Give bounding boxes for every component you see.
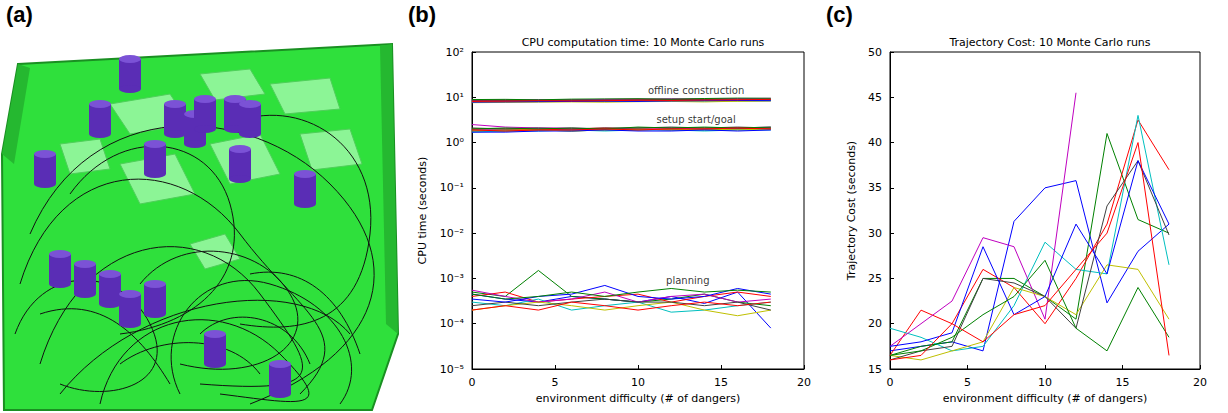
svg-text:30: 30 — [868, 227, 882, 240]
svg-text:40: 40 — [868, 136, 882, 149]
svg-text:15: 15 — [714, 376, 728, 389]
svg-text:5: 5 — [964, 376, 971, 389]
svg-text:environment difficulty (# of d: environment difficulty (# of dangers) — [943, 392, 1148, 405]
svg-text:45: 45 — [868, 91, 882, 104]
html-text:(b): (b) — [408, 2, 437, 27]
svg-text:planning: planning — [666, 275, 709, 286]
svg-text:35: 35 — [868, 181, 882, 194]
svg-text:10: 10 — [1038, 376, 1052, 389]
html-text:(c): (c) — [826, 2, 853, 27]
svg-text:10²: 10² — [446, 46, 464, 59]
svg-text:5: 5 — [552, 376, 559, 389]
svg-text:20: 20 — [1193, 376, 1207, 389]
svg-text:environment difficulty (# of d: environment difficulty (# of dangers) — [536, 392, 741, 405]
svg-text:10⁻⁴: 10⁻⁴ — [440, 317, 465, 330]
svg-text:10⁻²: 10⁻² — [440, 227, 464, 240]
svg-text:10⁰: 10⁰ — [446, 136, 465, 149]
svg-text:15: 15 — [1116, 376, 1130, 389]
svg-text:CPU computation time: 10 Monte: CPU computation time: 10 Monte Carlo run… — [522, 36, 765, 49]
svg-text:10: 10 — [631, 376, 645, 389]
svg-text:10⁻¹: 10⁻¹ — [440, 181, 464, 194]
svg-text:Trajectory Cost (seconds): Trajectory Cost (seconds) — [845, 141, 858, 281]
svg-text:10⁻⁵: 10⁻⁵ — [440, 363, 464, 376]
svg-text:20: 20 — [868, 317, 882, 330]
svg-text:offline construction: offline construction — [648, 85, 744, 96]
svg-text:0: 0 — [887, 376, 894, 389]
svg-text:Trajectory Cost: 10 Monte Carl: Trajectory Cost: 10 Monte Carlo runs — [948, 36, 1150, 49]
svg-text:10¹: 10¹ — [446, 91, 464, 104]
svg-text:setup start/goal: setup start/goal — [657, 114, 736, 125]
html-text:(a): (a) — [6, 2, 33, 27]
svg-text:25: 25 — [868, 272, 882, 285]
svg-text:10⁻³: 10⁻³ — [440, 272, 464, 285]
svg-text:15: 15 — [868, 363, 882, 376]
svg-text:0: 0 — [469, 376, 476, 389]
svg-text:50: 50 — [868, 46, 882, 59]
svg-text:CPU time (seconds): CPU time (seconds) — [416, 157, 429, 265]
svg-text:20: 20 — [797, 376, 811, 389]
